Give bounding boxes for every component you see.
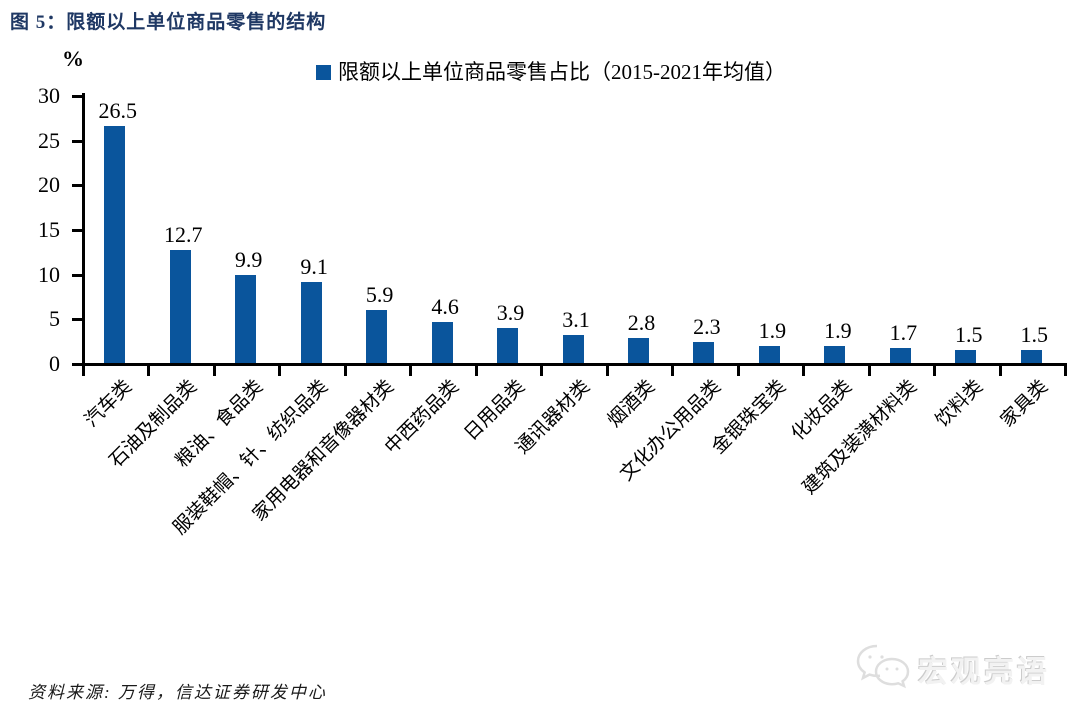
x-axis-tick xyxy=(343,366,347,376)
bar-1 xyxy=(104,126,126,363)
bar-14 xyxy=(955,350,977,363)
y-axis-line xyxy=(82,93,85,372)
y-axis-tick xyxy=(72,139,82,143)
x-axis-tick xyxy=(278,366,282,376)
x-axis-line xyxy=(82,363,1067,366)
bar-value-label: 12.7 xyxy=(163,222,203,247)
x-axis-tick xyxy=(867,366,871,376)
x-axis-tick xyxy=(147,366,151,376)
x-axis-tick xyxy=(540,366,544,376)
y-axis-tick-label: 10 xyxy=(38,261,60,287)
y-axis-tick xyxy=(72,273,82,277)
x-axis-tick xyxy=(802,366,806,376)
x-axis-tick xyxy=(736,366,740,376)
y-axis-tick xyxy=(72,95,82,98)
y-axis-tick xyxy=(72,363,82,366)
bar-3 xyxy=(235,275,257,363)
bar-12 xyxy=(824,346,846,363)
bar-2 xyxy=(169,250,191,363)
bar-value-label: 1.9 xyxy=(824,318,852,343)
x-category-label: 化妆品类 xyxy=(787,376,857,445)
y-axis-tick-label: 30 xyxy=(38,83,60,108)
bar-9 xyxy=(627,338,649,363)
bar-value-label: 1.9 xyxy=(758,318,787,343)
bar-15 xyxy=(1020,350,1042,363)
x-axis-tick xyxy=(212,366,216,376)
data-source-note: 资料来源: 万得，信达证券研发中心 xyxy=(28,683,327,702)
x-axis-tick xyxy=(998,366,1002,376)
x-axis-tick xyxy=(474,366,478,376)
y-axis-tick xyxy=(72,184,82,188)
watermark-text: 宏观亮语 xyxy=(918,655,1050,689)
x-category-label: 汽车类 xyxy=(80,376,136,432)
y-axis-tick-label: 5 xyxy=(49,306,60,332)
y-axis-tick-label: 15 xyxy=(38,217,60,242)
bar-value-label: 26.5 xyxy=(98,98,137,123)
x-category-label: 饮料类 xyxy=(931,376,987,432)
x-category-label: 建筑及装潢材料类 xyxy=(799,376,922,499)
bar-value-label: 1.7 xyxy=(889,320,918,345)
y-axis-tick xyxy=(72,318,82,322)
bar-value-label: 1.5 xyxy=(1020,322,1049,347)
y-axis-tick-label: 25 xyxy=(38,127,60,153)
bar-5 xyxy=(366,310,388,363)
bar-value-label: 9.1 xyxy=(300,254,328,279)
bar-8 xyxy=(562,335,584,363)
bar-7 xyxy=(497,328,519,363)
y-axis-tick-label: 0 xyxy=(49,351,60,376)
y-axis-unit-label: % xyxy=(62,46,84,71)
bar-10 xyxy=(693,342,715,363)
x-axis-tick xyxy=(605,366,609,376)
x-category-label: 日用品类 xyxy=(460,376,529,445)
figure-title: 图 5：限额以上单位商品零售的结构 xyxy=(10,12,327,33)
bar-value-label: 3.9 xyxy=(496,300,525,325)
bar-value-label: 5.9 xyxy=(365,282,394,307)
bar-value-label: 2.8 xyxy=(627,310,656,335)
chart-legend: 限额以上单位商品零售占比（2015-2021年均值） xyxy=(316,56,786,86)
x-axis-tick xyxy=(1064,366,1067,376)
x-category-label: 烟酒类 xyxy=(604,376,660,432)
bar-value-label: 1.5 xyxy=(955,322,983,347)
x-axis-tick xyxy=(933,366,937,376)
bar-11 xyxy=(758,346,780,363)
bar-value-label: 9.9 xyxy=(234,247,263,272)
x-category-label: 家具类 xyxy=(997,376,1053,432)
legend-label: 限额以上单位商品零售占比（2015-2021年均值） xyxy=(338,60,786,84)
y-axis-tick-label: 20 xyxy=(38,172,60,198)
bar-13 xyxy=(889,348,911,363)
bar-4 xyxy=(300,282,322,363)
x-axis-tick xyxy=(409,366,413,376)
y-axis-tick xyxy=(72,229,82,232)
legend-swatch-icon xyxy=(316,64,331,80)
watermark: 宏观亮语 xyxy=(854,640,1050,697)
bar-6 xyxy=(431,322,453,363)
bar-value-label: 4.6 xyxy=(431,294,459,319)
bar-value-label: 2.3 xyxy=(693,314,721,339)
bar-value-label: 3.1 xyxy=(562,307,590,332)
x-axis-tick xyxy=(671,366,675,376)
x-axis-tick xyxy=(82,366,85,376)
wechat-icon xyxy=(854,640,910,697)
